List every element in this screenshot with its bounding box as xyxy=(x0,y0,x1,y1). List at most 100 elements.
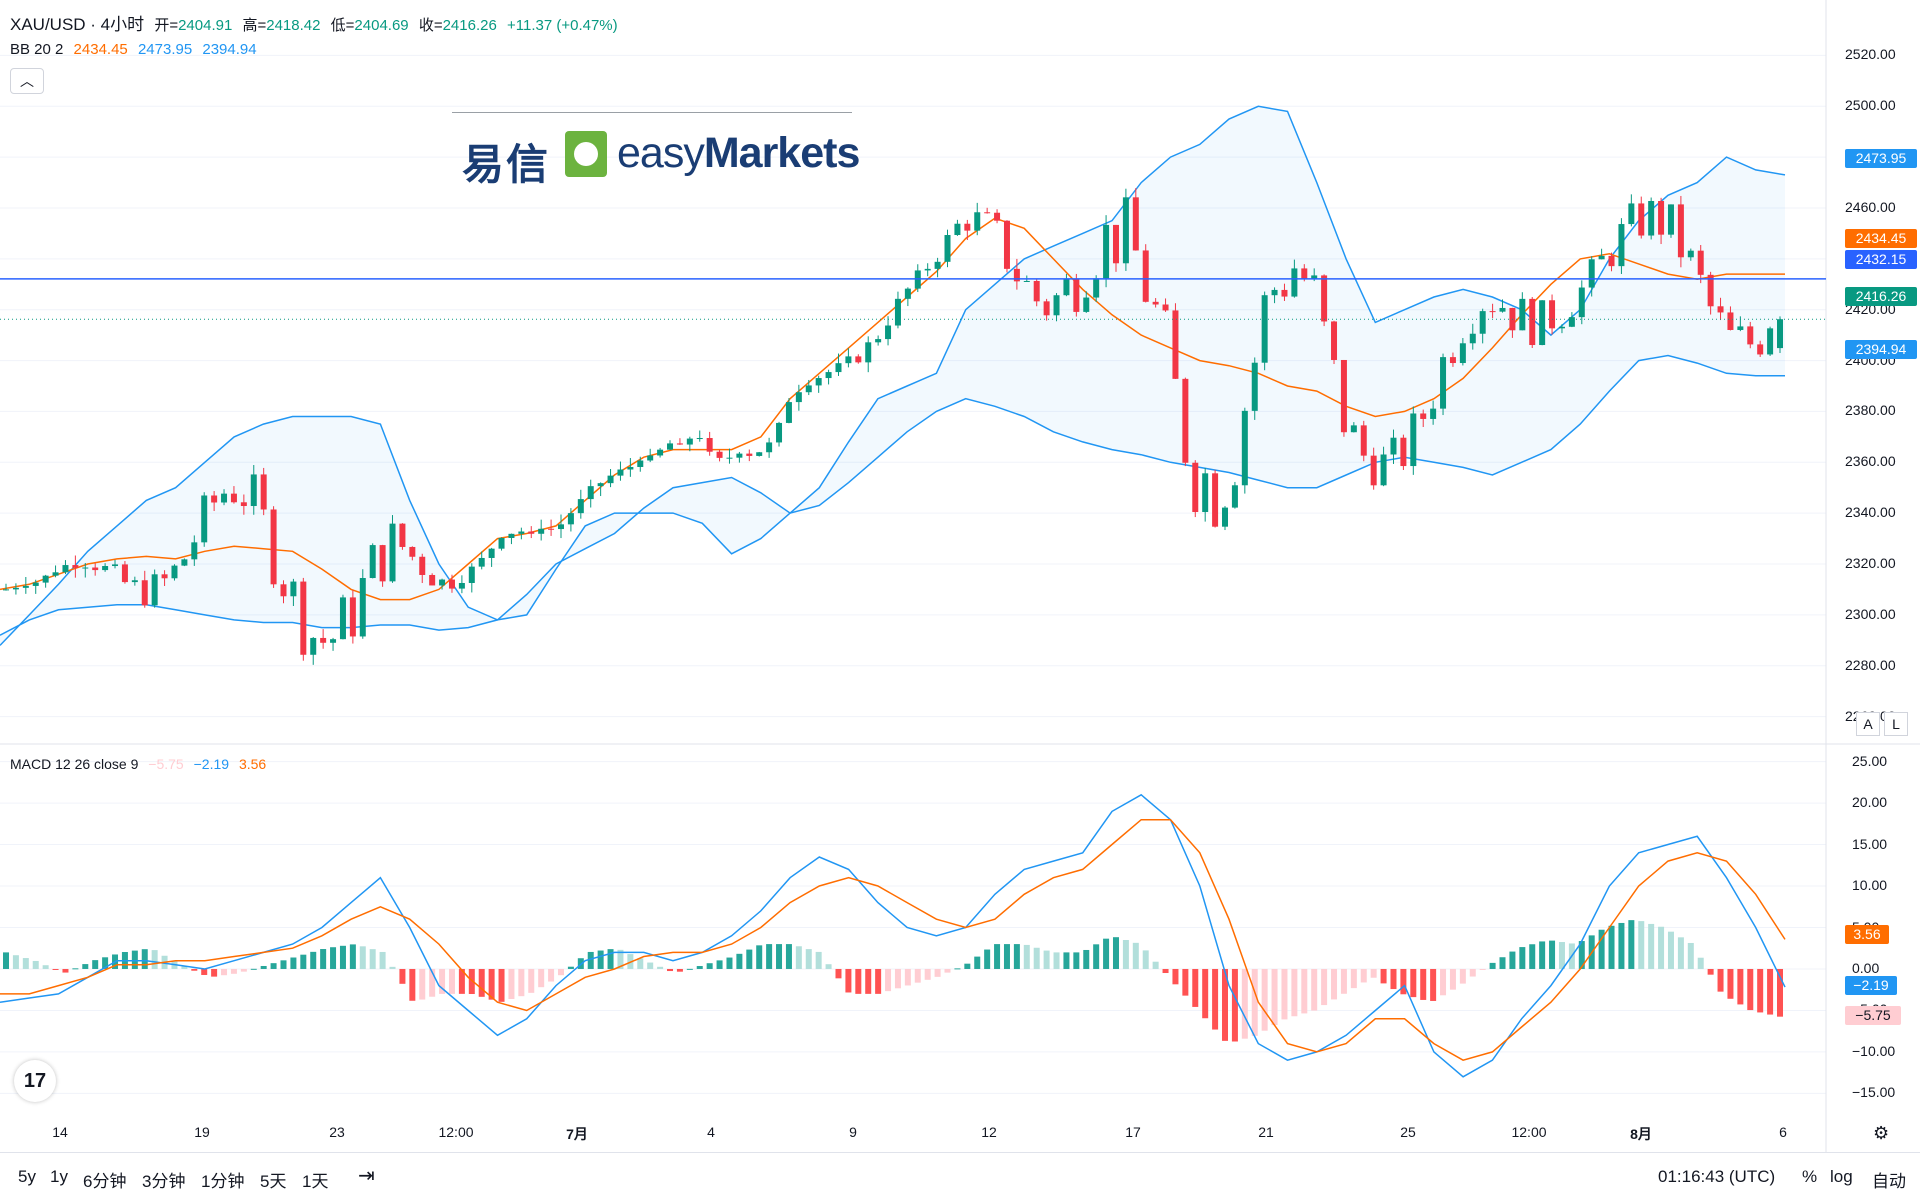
collapse-legend-button[interactable]: ︿ xyxy=(10,68,44,94)
candle-body xyxy=(508,533,515,538)
candle-body xyxy=(587,486,594,500)
range-3min-button[interactable]: 3分钟 xyxy=(142,1172,186,1191)
macd-histogram-bar xyxy=(230,968,237,974)
candle-body xyxy=(1380,454,1387,486)
candle-body xyxy=(657,449,664,456)
macd-histogram-bar xyxy=(696,966,703,969)
candle-body xyxy=(1549,300,1556,329)
macd-histogram-bar xyxy=(1043,950,1050,969)
macd-histogram-bar xyxy=(1132,942,1139,969)
candle-body xyxy=(409,546,416,557)
macd-signal-line xyxy=(0,818,1786,1062)
macd-line-value: −2.19 xyxy=(193,756,230,772)
candle-body xyxy=(974,212,981,231)
macd-histogram-bar xyxy=(706,963,713,969)
high-label: 高=2418.42 xyxy=(242,17,321,34)
candle-body xyxy=(1529,298,1536,346)
candle-body xyxy=(1608,255,1615,267)
chevron-up-icon: ︿ xyxy=(20,73,34,89)
macd-histogram-bar xyxy=(1638,921,1645,969)
macd-histogram-bar xyxy=(1558,942,1565,969)
candle-body xyxy=(865,342,872,363)
log-scale-button[interactable]: L xyxy=(1884,712,1908,736)
candle-body xyxy=(706,438,713,452)
time-tick-label: 6 xyxy=(1779,1124,1787,1140)
range-1y-button[interactable]: 1y xyxy=(50,1167,68,1186)
macd-histogram-bar xyxy=(1241,968,1248,1039)
candle-body xyxy=(42,575,49,583)
chart-canvas[interactable] xyxy=(0,0,1920,1152)
auto-scale-button[interactable]: A xyxy=(1856,712,1880,736)
macd-histogram-bar xyxy=(389,966,396,969)
macd-histogram-bar xyxy=(865,968,872,994)
logo-cn-text: 易信 xyxy=(462,141,551,188)
macd-histogram-bar xyxy=(1212,968,1219,1030)
macd-histogram-bar xyxy=(1162,968,1169,974)
utc-clock[interactable]: 01:16:43 (UTC) xyxy=(1658,1167,1776,1186)
macd-histogram-bar xyxy=(676,968,683,972)
candle-body xyxy=(1568,317,1575,327)
bb-basis-badge: 2434.45 xyxy=(1845,229,1917,248)
tradingview-logo[interactable]: 17 xyxy=(14,1060,56,1102)
date-range-calendar-icon[interactable]: ⇥ xyxy=(358,1165,375,1187)
range-6min-button[interactable]: 6分钟 xyxy=(83,1172,127,1191)
candle-body xyxy=(1777,319,1783,349)
macd-histogram-bar xyxy=(934,968,941,977)
candle-body xyxy=(1241,410,1248,486)
candle-body xyxy=(112,564,119,567)
macd-tick-label: 15.00 xyxy=(1852,835,1888,852)
macd-histogram-bar xyxy=(3,952,9,969)
candle-body xyxy=(1717,306,1724,313)
candle-body xyxy=(1360,425,1367,456)
macd-histogram-bar xyxy=(141,949,148,969)
macd-histogram-bar xyxy=(131,950,138,969)
macd-histogram-bar xyxy=(300,954,307,969)
range-5d-button[interactable]: 5天 xyxy=(260,1172,287,1191)
candle-body xyxy=(250,474,257,507)
macd-histogram-bar xyxy=(557,968,564,976)
candle-body xyxy=(1598,255,1605,260)
candle-body xyxy=(1459,343,1466,364)
range-1d-button[interactable]: 1天 xyxy=(302,1172,329,1191)
macd-histogram-bar xyxy=(894,968,901,989)
macd-histogram-bar xyxy=(468,968,475,995)
macd-histogram-bar xyxy=(82,964,89,969)
macd-legend[interactable]: MACD 12 26 close 9 −5.75 −2.19 3.56 xyxy=(10,756,272,772)
candle-body xyxy=(964,223,971,231)
log-toggle[interactable]: log xyxy=(1830,1167,1853,1186)
macd-histogram-bar xyxy=(1549,940,1556,969)
macd-histogram-bar xyxy=(1112,937,1119,969)
macd-histogram-bar xyxy=(1430,968,1437,1001)
candle-body xyxy=(855,356,862,363)
settings-gear-icon[interactable]: ⚙ xyxy=(1873,1123,1890,1143)
candle-body xyxy=(1003,220,1010,269)
macd-histogram-bar xyxy=(904,968,911,986)
macd-histogram-bar xyxy=(32,960,39,969)
macd-histogram-bar xyxy=(1331,968,1338,1000)
symbol-title[interactable]: XAU/USD · 4小时 xyxy=(10,15,145,34)
percent-toggle[interactable]: % xyxy=(1802,1167,1818,1186)
time-tick-label: 8月 xyxy=(1630,1126,1652,1142)
macd-histogram-bar xyxy=(379,951,386,969)
candle-body xyxy=(12,587,19,590)
macd-histogram-bar xyxy=(984,949,991,969)
bb-legend[interactable]: BB 20 2 2434.45 2473.95 2394.94 xyxy=(10,41,263,58)
candle-body xyxy=(240,502,247,507)
macd-histogram-bar xyxy=(1053,952,1060,969)
range-5y-button[interactable]: 5y xyxy=(18,1167,36,1186)
macd-tick-label: 20.00 xyxy=(1852,794,1888,811)
candle-body xyxy=(1440,357,1447,409)
horizontal-line-badge[interactable]: 2432.15 xyxy=(1845,250,1917,269)
macd-histogram-bar xyxy=(1370,968,1377,978)
macd-histogram-bar xyxy=(42,965,49,969)
time-tick-label: 19 xyxy=(194,1124,210,1140)
candle-body xyxy=(1469,333,1476,344)
macd-histogram-bar xyxy=(885,968,892,992)
candle-body xyxy=(756,452,763,456)
range-1min-button[interactable]: 1分钟 xyxy=(201,1172,245,1191)
macd-histogram-bar xyxy=(1677,937,1684,969)
macd-signal-value: 3.56 xyxy=(238,756,267,772)
bb-upper-line xyxy=(0,105,1786,646)
candle-body xyxy=(1648,200,1655,236)
auto-toggle[interactable]: 自动 xyxy=(1872,1172,1906,1191)
